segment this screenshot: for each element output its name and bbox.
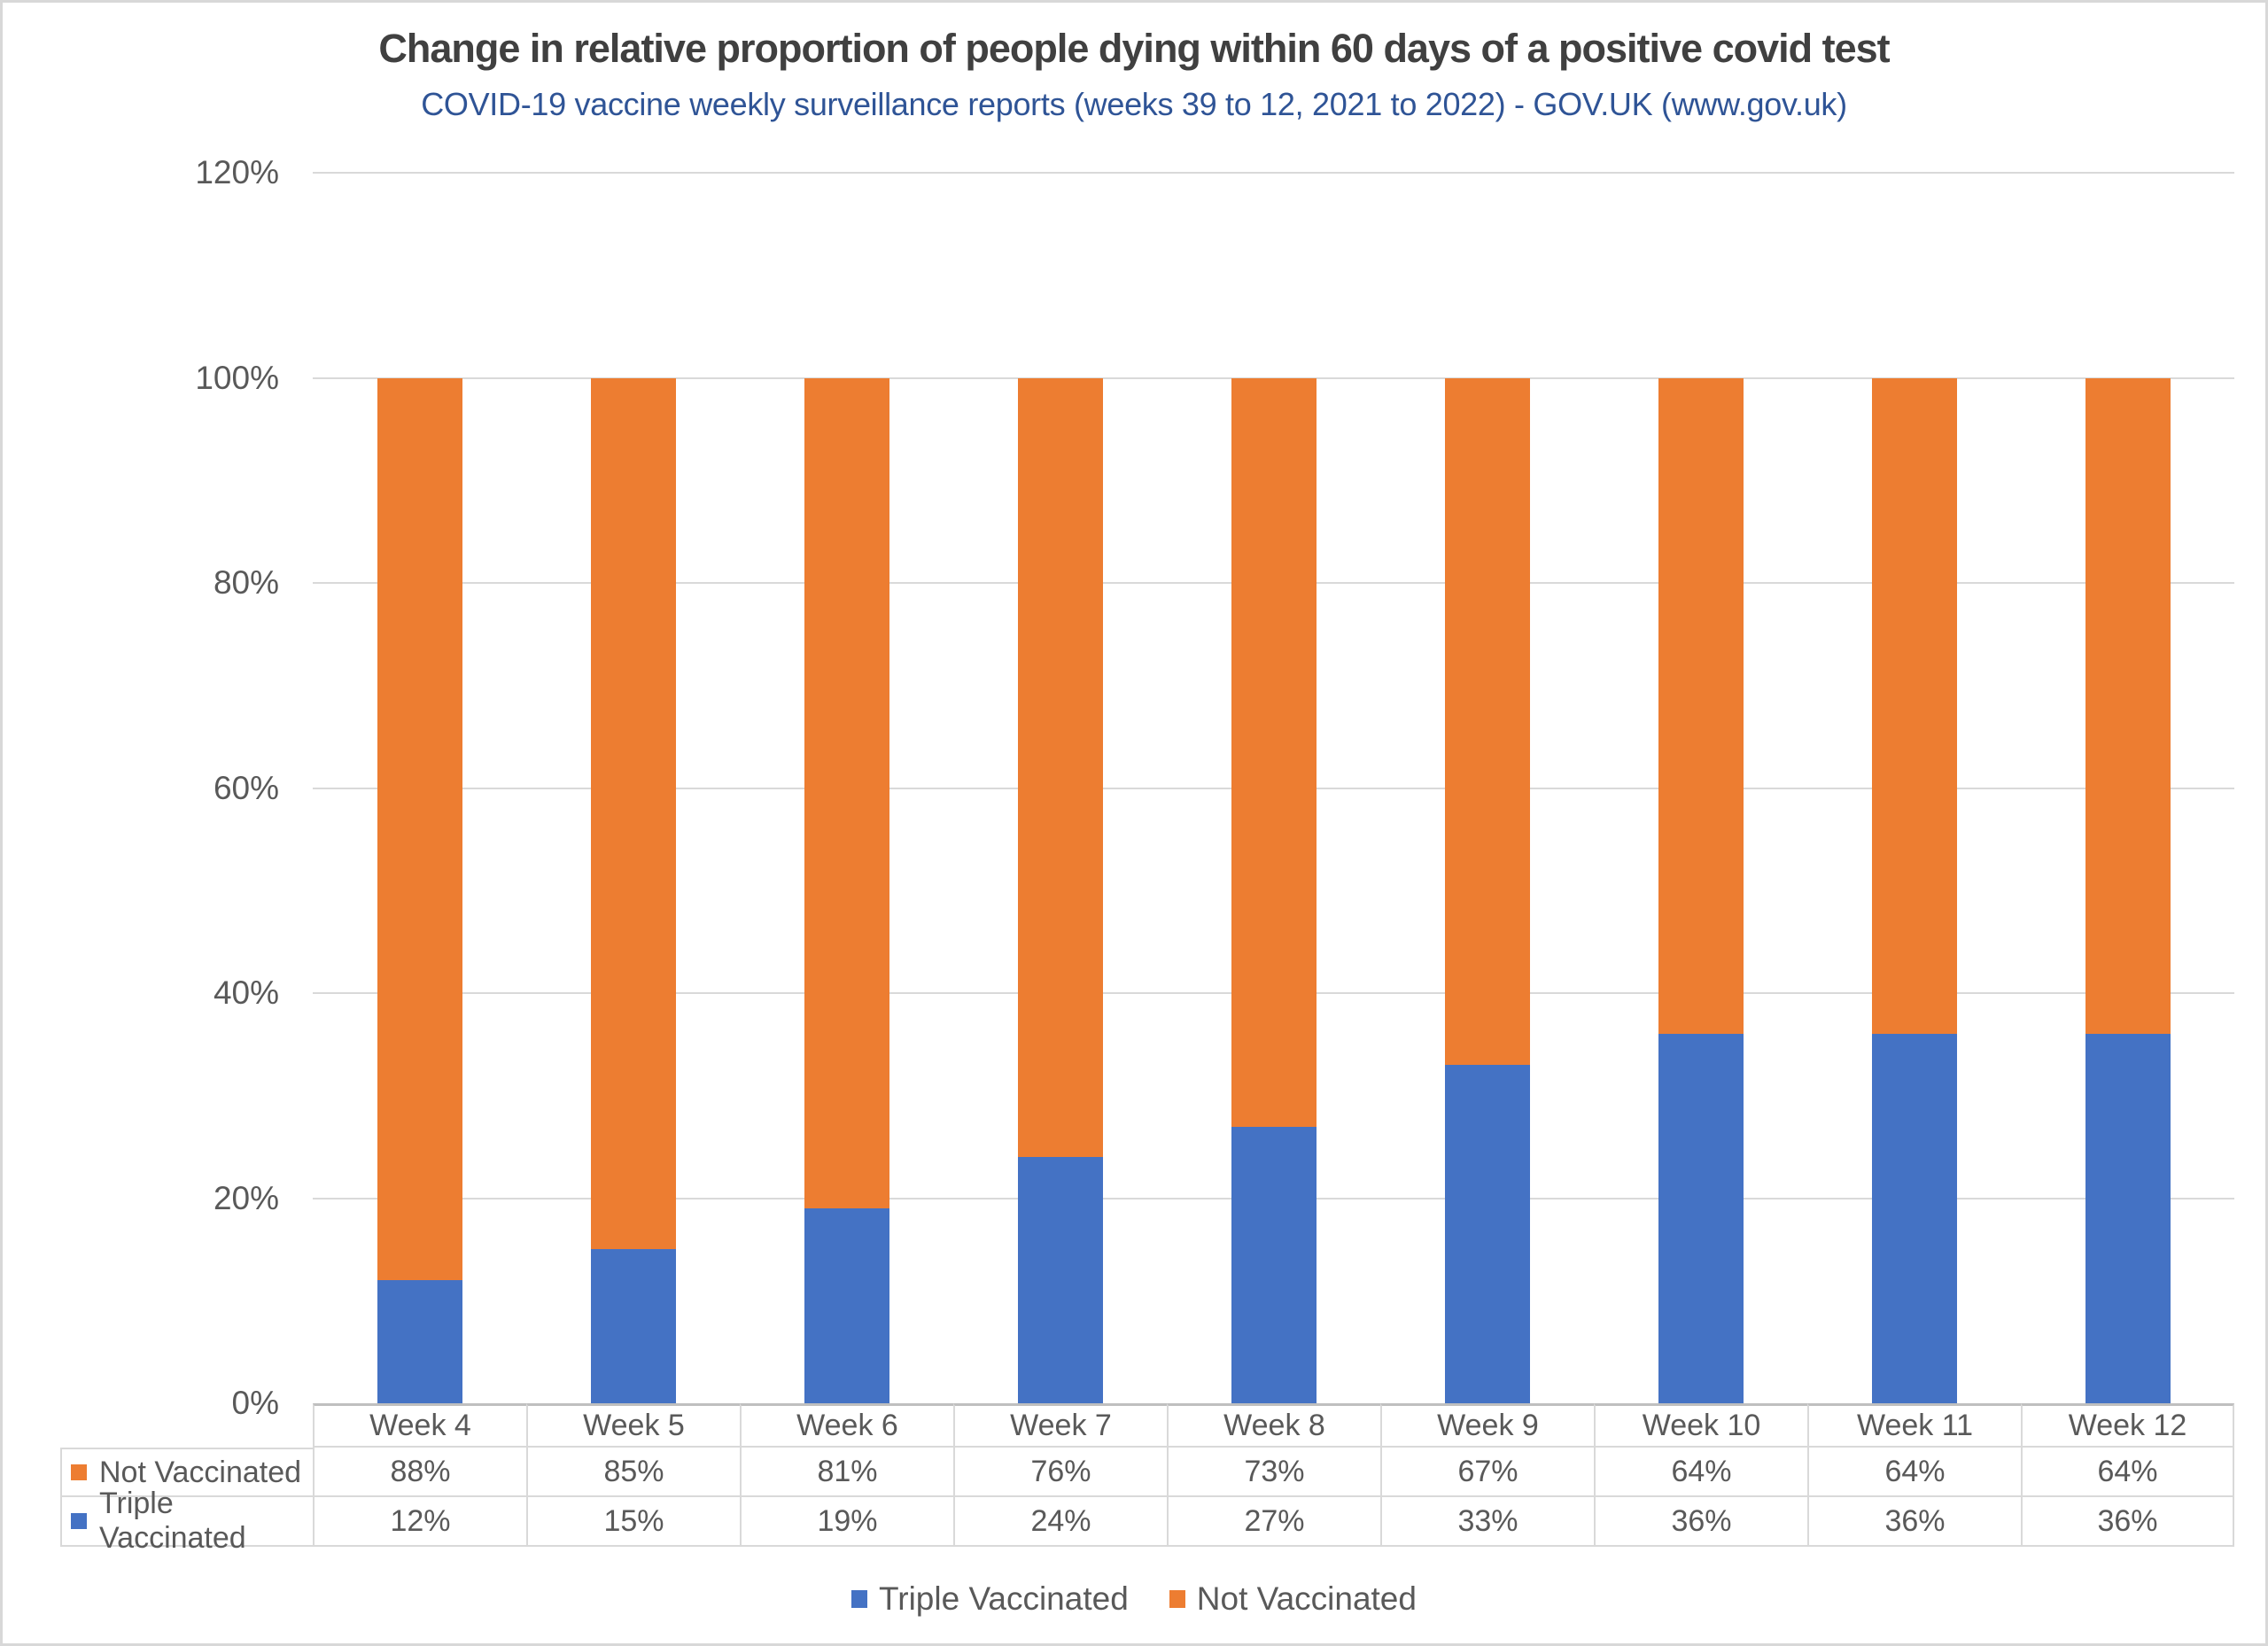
table-value-cell: 81% (740, 1448, 953, 1497)
table-row-label: Triple Vaccinated (60, 1487, 313, 1555)
table-value-cell: 36% (1594, 1497, 1807, 1547)
bar-segment-triple-vaccinated (804, 1208, 889, 1403)
table-value-cell: 64% (2021, 1448, 2234, 1497)
table-header-cell: Week 10 (1594, 1403, 1807, 1448)
bar-segment-not-vaccinated (2085, 377, 2171, 1035)
gridline (313, 172, 2234, 175)
bar-segment-not-vaccinated (1017, 377, 1103, 1158)
y-axis-tick-label: 0% (231, 1385, 279, 1421)
bar-group-week-10 (1658, 377, 1744, 1403)
table-value-cell: 24% (953, 1497, 1167, 1547)
bar-segment-not-vaccinated (1444, 377, 1530, 1066)
data-table: Week 4 Week 5 Week 6 Week 7 Week 8 Week 9 Week… (60, 1403, 2234, 1555)
gridline (313, 377, 2234, 379)
table-value-cell: 67% (1380, 1448, 1594, 1497)
table-value-cell: 33% (1380, 1497, 1594, 1547)
y-axis-tick-label: 100% (195, 359, 279, 396)
table-value-cell: 15% (526, 1497, 740, 1547)
bar-group-week-11 (1871, 377, 1957, 1403)
bar-segment-triple-vaccinated (1658, 1034, 1744, 1403)
bar-group-week-6 (804, 377, 889, 1403)
table-header-cell: Week 9 (1380, 1403, 1594, 1448)
table-value-cell: 88% (313, 1448, 526, 1497)
table-value-cell: 12% (313, 1497, 526, 1547)
table-header-cell: Week 12 (2021, 1403, 2234, 1448)
table-value-cell: 64% (1807, 1448, 2021, 1497)
bar-group-week-12 (2085, 377, 2171, 1403)
table-value-cell: 36% (1807, 1497, 2021, 1547)
series-swatch-icon (71, 1464, 87, 1480)
bar-segment-triple-vaccinated (377, 1280, 462, 1403)
table-row-label-text: Triple Vaccinated (99, 1487, 246, 1555)
legend-swatch-icon (1169, 1590, 1185, 1608)
bar-segment-triple-vaccinated (1231, 1126, 1317, 1403)
table-header-cell: Week 5 (526, 1403, 740, 1448)
legend-swatch-icon (851, 1590, 868, 1608)
table-header-cell: Week 8 (1167, 1403, 1380, 1448)
legend-item-triple-vaccinated: Triple Vaccinated (851, 1580, 1129, 1618)
bar-segment-triple-vaccinated (1871, 1034, 1957, 1403)
legend-label: Not Vaccinated (1196, 1580, 1417, 1617)
bar-segment-not-vaccinated (377, 377, 462, 1281)
bar-group-week-8 (1231, 377, 1317, 1403)
bar-segment-triple-vaccinated (1017, 1157, 1103, 1403)
legend-label: Triple Vaccinated (879, 1580, 1129, 1617)
chart-title: Change in relative proportion of people … (378, 26, 1890, 71)
table-value-cell: 64% (1594, 1448, 1807, 1497)
bar-segment-not-vaccinated (1658, 377, 1744, 1035)
y-axis-tick-label: 40% (213, 974, 279, 1012)
table-value-cell: 73% (1167, 1448, 1380, 1497)
bar-segment-not-vaccinated (1871, 377, 1957, 1035)
y-axis-tick-label: 20% (213, 1179, 279, 1216)
table-header-cell: Week 11 (1807, 1403, 2021, 1448)
table-value-cell: 19% (740, 1497, 953, 1547)
bar-group-week-5 (590, 377, 676, 1403)
bar-segment-not-vaccinated (1231, 377, 1317, 1127)
table-value-cell: 76% (953, 1448, 1167, 1497)
bar-segment-triple-vaccinated (590, 1249, 676, 1403)
table-row-label-text: Not Vaccinated (99, 1455, 302, 1489)
chart-subtitle: COVID-19 vaccine weekly surveillance rep… (421, 86, 1847, 122)
bar-segment-not-vaccinated (590, 377, 676, 1250)
bar-segment-triple-vaccinated (1444, 1065, 1530, 1403)
legend: Triple Vaccinated Not Vaccinated (3, 1576, 2265, 1622)
series-swatch-icon (71, 1513, 87, 1529)
bar-segment-triple-vaccinated (2085, 1034, 2171, 1403)
table-header-cell: Week 6 (740, 1403, 953, 1448)
bar-group-week-4 (377, 377, 462, 1403)
bar-group-week-7 (1017, 377, 1103, 1403)
bar-group-week-9 (1444, 377, 1530, 1403)
table-value-cell: 36% (2021, 1497, 2234, 1547)
y-axis-tick-label: 80% (213, 564, 279, 602)
plot-area (313, 172, 2234, 1403)
bar-segment-not-vaccinated (804, 377, 889, 1209)
table-value-cell: 85% (526, 1448, 740, 1497)
table-value-cell: 27% (1167, 1497, 1380, 1547)
y-axis-tick-label: 60% (213, 769, 279, 806)
y-axis-tick-label: 120% (195, 154, 279, 191)
table-row-label: Not Vaccinated (60, 1448, 313, 1497)
legend-item-not-vaccinated: Not Vaccinated (1169, 1580, 1417, 1618)
table-header-cell: Week 4 (313, 1403, 526, 1448)
table-header-cell: Week 7 (953, 1403, 1167, 1448)
